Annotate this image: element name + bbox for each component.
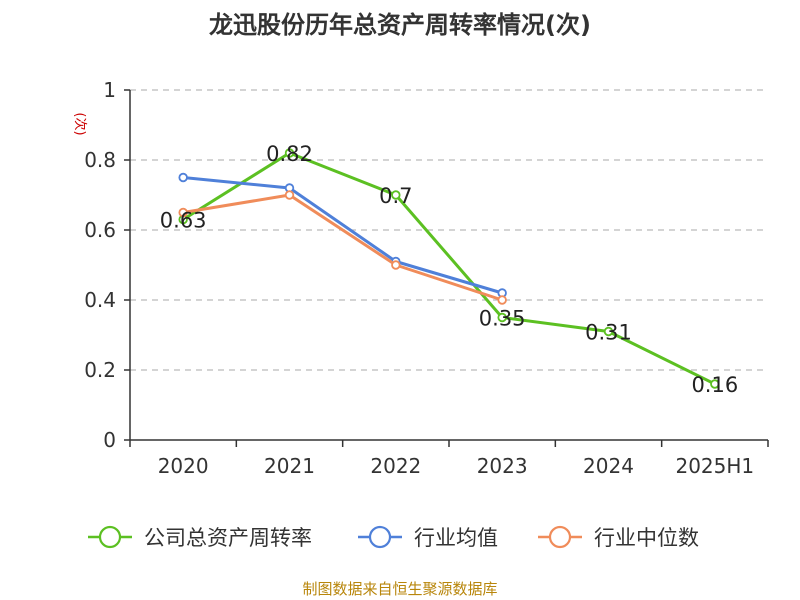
gridlines	[130, 89, 768, 371]
series-point-2	[284, 190, 295, 200]
data-label: 0.82	[266, 142, 313, 166]
series-point-0	[497, 312, 507, 323]
x-tick-label: 2025H1	[675, 454, 754, 478]
series-point-0	[710, 379, 720, 389]
source-note: 制图数据来自恒生聚源数据库	[302, 580, 497, 598]
x-tick-label: 2022	[370, 454, 421, 478]
legend: 公司总资产周转率 行业均值 行业中位数	[88, 525, 699, 550]
data-label: 0.31	[585, 321, 632, 345]
series-point-0	[603, 326, 614, 337]
axes: 0 0.2 0.4 0.6 0.8 1 2020 2021 2022 2023 2024 2025H1	[84, 78, 769, 478]
x-tick-label: 2024	[583, 454, 634, 478]
legend-label-1: 行业均值	[414, 526, 498, 550]
legend-marker-0	[98, 525, 122, 549]
y-tick-label: 0.2	[84, 358, 116, 382]
legend-marker-2	[548, 525, 572, 549]
x-tick-label: 2023	[477, 454, 528, 478]
series-line-1	[181, 176, 504, 295]
series-line-2	[181, 193, 504, 302]
data-label: 0.63	[160, 209, 207, 233]
x-tick-label: 2020	[158, 454, 209, 478]
y-tick-label: 0.8	[84, 148, 116, 172]
series-point-2	[391, 260, 401, 270]
series-point-1	[178, 172, 188, 183]
series-point-2	[497, 295, 507, 305]
series-point-0	[391, 190, 401, 200]
data-label: 0.7	[379, 184, 412, 208]
series-point-2	[178, 207, 188, 218]
series-layer	[178, 148, 720, 389]
data-label: 0.16	[691, 373, 738, 397]
y-tick-label: 1	[103, 78, 116, 102]
series-point-0	[284, 148, 295, 158]
y-tick-label: 0.4	[84, 288, 116, 312]
series-line-0	[181, 151, 717, 386]
y-axis-label: (次)	[72, 112, 88, 135]
legend-marker-1	[368, 525, 392, 549]
data-label: 0.35	[479, 307, 526, 331]
legend-label-2: 行业中位数	[594, 526, 699, 550]
legend-label-0: 公司总资产周转率	[144, 526, 312, 550]
chart-title: 龙迅股份历年总资产周转率情况(次)	[209, 11, 591, 39]
data-labels: 0.63 0.82 0.7 0.35 0.31 0.16	[160, 142, 738, 397]
x-tick-label: 2021	[264, 454, 315, 478]
y-tick-label: 0	[103, 428, 116, 452]
y-tick-label: 0.6	[84, 218, 116, 242]
